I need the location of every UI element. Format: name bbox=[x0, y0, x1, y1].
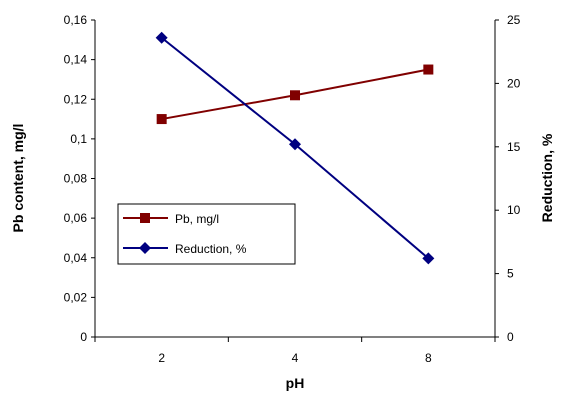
legend-marker-pb bbox=[140, 213, 150, 223]
y-left-tick-label: 0 bbox=[80, 330, 87, 344]
series-point-reduction bbox=[155, 31, 168, 44]
y-axis-right-title: Reduction, % bbox=[539, 133, 555, 222]
x-tick-label: 2 bbox=[158, 351, 165, 365]
y-left-tick-label: 0,02 bbox=[64, 290, 88, 304]
series-point-pb bbox=[290, 90, 300, 101]
y-right-tick-label: 0 bbox=[507, 330, 514, 344]
x-axis-title: pH bbox=[286, 375, 305, 391]
y-left-tick-label: 0,12 bbox=[64, 92, 88, 106]
y-left-tick-label: 0,14 bbox=[64, 53, 88, 67]
series-point-reduction bbox=[422, 252, 435, 265]
series-point-pb bbox=[423, 64, 434, 75]
y-left-tick-label: 0,1 bbox=[70, 132, 87, 146]
legend-label-reduction: Reduction, % bbox=[175, 242, 247, 256]
y-left-tick-label: 0,06 bbox=[64, 211, 88, 225]
legend-marker-reduction bbox=[139, 242, 151, 254]
y-axis-left-ticks: 0 0,02 0,04 0,06 0,08 0,1 0,12 0,14 0,16 bbox=[64, 13, 95, 344]
y-right-tick-label: 25 bbox=[507, 13, 521, 27]
y-axis-left-title: Pb content, mg/l bbox=[10, 124, 26, 233]
x-axis-ticks: 2 4 8 bbox=[94, 337, 496, 365]
plot-area bbox=[94, 20, 496, 338]
y-left-tick-label: 0,04 bbox=[64, 251, 88, 265]
y-right-tick-label: 20 bbox=[507, 76, 521, 90]
series-point-pb bbox=[156, 114, 167, 125]
y-axis-right-ticks: 0 5 10 15 20 25 bbox=[495, 13, 521, 344]
y-right-tick-label: 15 bbox=[507, 140, 521, 154]
x-tick-label: 8 bbox=[425, 351, 432, 365]
x-tick-label: 4 bbox=[292, 351, 299, 365]
legend: Pb, mg/l Reduction, % bbox=[117, 203, 296, 265]
series-point-reduction bbox=[289, 138, 301, 151]
y-left-tick-label: 0,16 bbox=[64, 13, 88, 27]
y-right-tick-label: 10 bbox=[507, 203, 521, 217]
y-right-tick-label: 5 bbox=[507, 267, 514, 281]
y-left-tick-label: 0,08 bbox=[64, 172, 88, 186]
series-layer bbox=[155, 31, 435, 265]
legend-label-pb: Pb, mg/l bbox=[175, 212, 219, 226]
